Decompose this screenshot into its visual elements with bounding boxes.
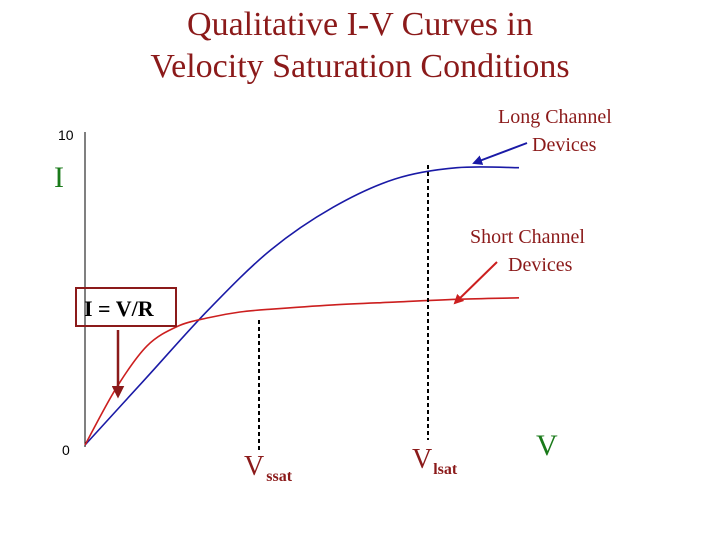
vlsat-sub: lsat: [433, 461, 458, 478]
short-channel-label-line2: Devices: [508, 254, 573, 276]
y-tick-label-bottom: 0: [62, 442, 70, 458]
ohmic-label: I = V/R: [84, 296, 155, 321]
short-channel-label-line1: Short Channel: [470, 226, 585, 248]
x-axis-label: V: [536, 429, 558, 462]
page-title: Qualitative I-V Curves in Velocity Satur…: [0, 4, 720, 88]
vlsat-label: Vlsat: [412, 444, 458, 478]
ohmic-box: [75, 287, 177, 327]
vssat-main: V: [244, 451, 264, 482]
long-channel-arrow: [472, 142, 528, 165]
short-channel-arrow: [453, 261, 498, 305]
long-channel-label-line1: Long Channel: [498, 106, 612, 128]
series-line-short-channel: [84, 297, 520, 446]
y-axis-label: I: [54, 161, 64, 194]
vssat-sub: ssat: [266, 468, 292, 485]
title-line-2: Velocity Saturation Conditions: [150, 48, 570, 85]
long-channel-label-line2: Devices: [532, 134, 597, 156]
series-line-long-channel: [84, 166, 520, 446]
title-line-1: Qualitative I-V Curves in: [187, 6, 533, 43]
vlsat-main: V: [412, 444, 432, 475]
y-tick-label-top: 10: [58, 127, 74, 143]
